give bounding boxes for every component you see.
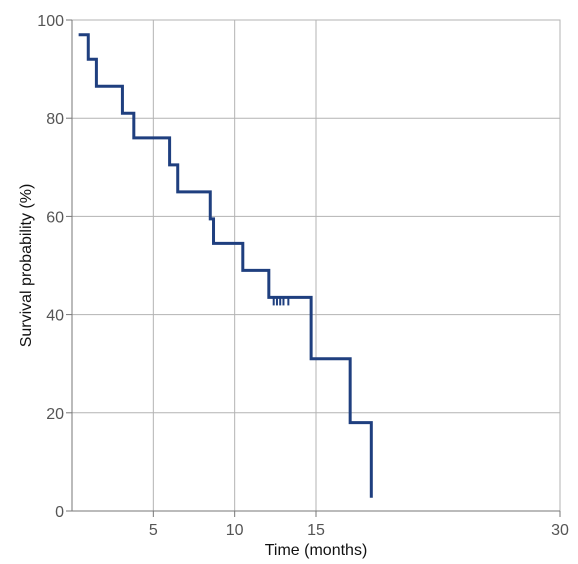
- y-tick-label: 60: [46, 209, 64, 226]
- y-tick-label: 40: [46, 308, 64, 325]
- axis-layer: [66, 19, 561, 517]
- y-tick-label: 100: [37, 13, 64, 30]
- grid-layer: [71, 19, 561, 512]
- x-axis-title: Time (months): [265, 542, 368, 559]
- y-tick-label: 80: [46, 111, 64, 128]
- y-axis-title: Survival probability (%): [18, 184, 35, 348]
- x-tick-label: 15: [307, 522, 325, 539]
- survival-step-line: [78, 33, 373, 498]
- x-tick-label: 5: [149, 522, 158, 539]
- y-tick-label: 20: [46, 406, 64, 423]
- label-layer: 0 20 40 60 80 100 5 10 15 30 Time (months) Survival…: [18, 13, 569, 559]
- x-tick-label: 30: [551, 522, 569, 539]
- y-tick-label: 0: [55, 504, 64, 521]
- x-tick-label: 10: [226, 522, 244, 539]
- data-layer: [78, 33, 373, 498]
